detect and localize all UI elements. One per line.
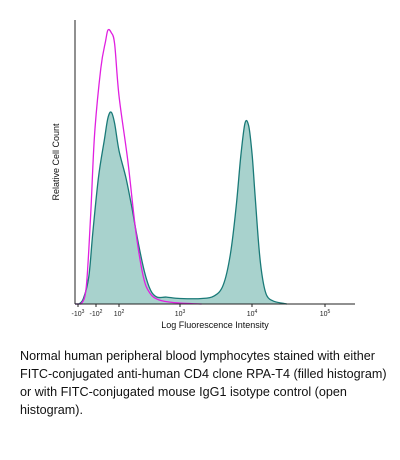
x-tick-label: 104	[247, 309, 258, 318]
x-tick-label: 102	[114, 309, 125, 318]
x-tick-label: -103	[72, 309, 85, 318]
open-histogram-line	[74, 28, 202, 305]
x-tick-label: 103	[175, 309, 186, 318]
x-axis-label: Log Fluorescence Intensity	[161, 320, 269, 330]
figure-caption: Normal human peripheral blood lymphocyte…	[20, 349, 387, 417]
x-tick-label: -102	[90, 309, 103, 318]
filled-histogram-area	[75, 111, 287, 304]
x-tick-label: 105	[320, 309, 331, 318]
histogram-chart: -103 -102 102 103 104 105 Relative Cell Count…	[51, 20, 355, 330]
filled-histogram-line	[74, 111, 287, 305]
y-axis-label: Relative Cell Count	[51, 123, 61, 201]
